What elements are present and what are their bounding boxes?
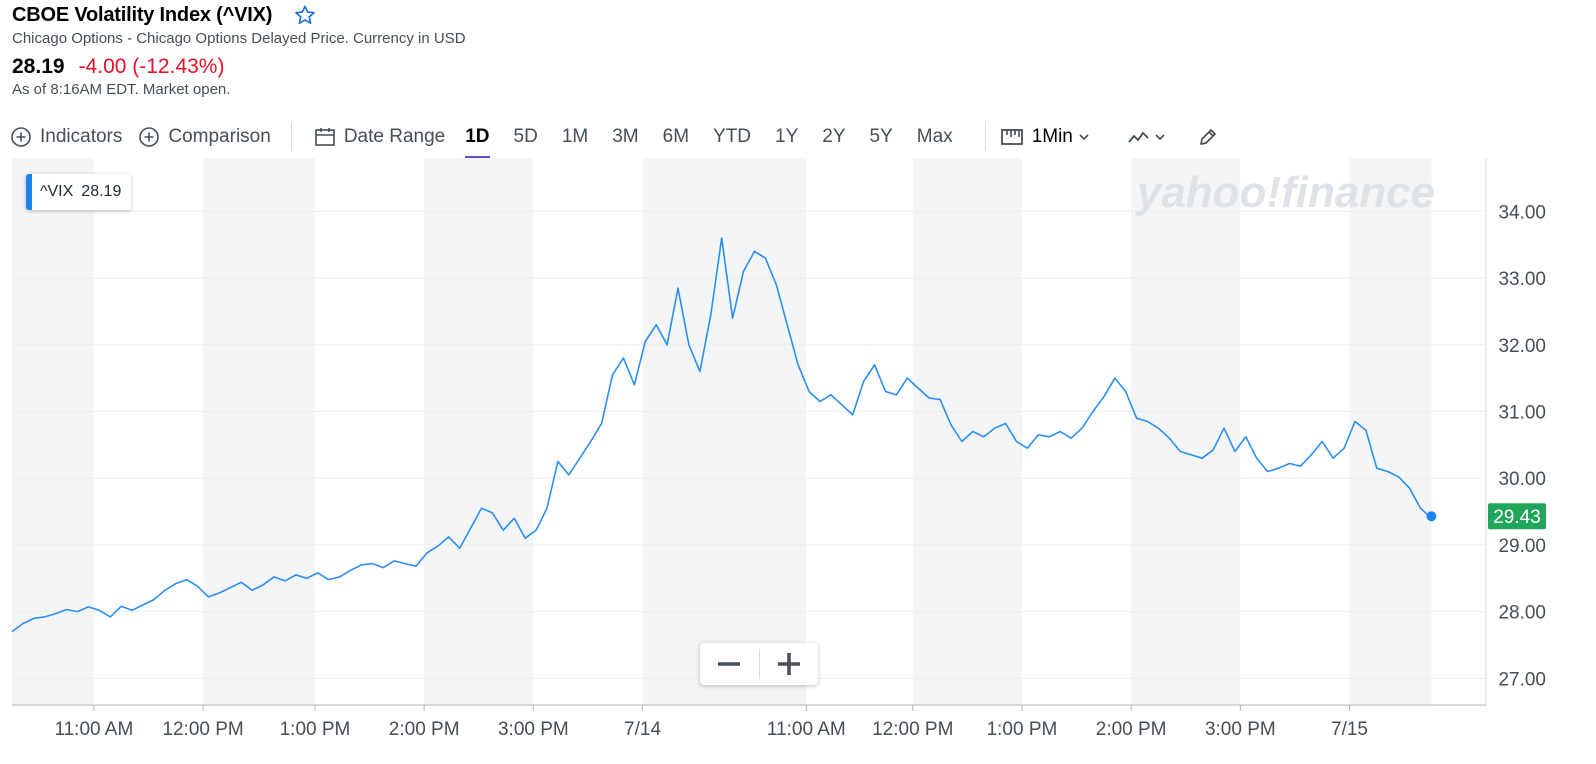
range-6m[interactable]: 6M [662, 126, 690, 147]
comparison-button[interactable]: Comparison [138, 126, 271, 148]
ruler-icon [1000, 129, 1023, 145]
series-color-swatch [26, 174, 32, 210]
draw-tool-button[interactable] [1197, 126, 1227, 148]
last-price-badge [1488, 503, 1546, 530]
zoom-divider [758, 649, 760, 679]
price-change: -4.00 (-12.43%) [78, 55, 225, 78]
session-band [1349, 158, 1432, 705]
last-price-label: 29.43 [1493, 507, 1541, 528]
x-tick-label: 2:00 PM [1096, 719, 1167, 740]
zoom-controls [700, 643, 818, 685]
last-price-marker [1426, 511, 1437, 522]
minus-icon [718, 662, 741, 666]
add-circle-icon [11, 127, 31, 147]
tooltip-value: 28.19 [81, 183, 122, 200]
x-tick-label: 1:00 PM [987, 719, 1058, 740]
x-tick-label: 2:00 PM [389, 719, 460, 740]
range-1m[interactable]: 1M [561, 126, 589, 147]
price-line [11, 237, 1432, 633]
y-tick-label: 31.00 [1498, 402, 1546, 423]
market-status: As of 8:16AM EDT. Market open. [12, 81, 231, 98]
toolbar-divider [984, 123, 986, 151]
y-tick-label: 30.00 [1498, 469, 1546, 490]
x-tick-label: 3:00 PM [1205, 719, 1276, 740]
x-tick-label: 11:00 AM [767, 719, 846, 740]
quote-header: CBOE Volatility Index (^VIX) Chicago Opt… [12, 0, 466, 99]
x-tick-label: 1:00 PM [280, 719, 351, 740]
y-tick-label: 27.00 [1498, 669, 1546, 690]
date-range-button[interactable]: Date Range [314, 126, 445, 148]
y-tick-label: 33.00 [1498, 269, 1546, 290]
range-ytd[interactable]: YTD [713, 126, 752, 147]
session-band [642, 158, 807, 705]
range-5y[interactable]: 5Y [869, 126, 893, 147]
x-tick-label: 12:00 PM [162, 719, 243, 740]
calendar-icon [315, 128, 335, 146]
indicators-label: Indicators [40, 126, 123, 147]
y-tick-label: 28.00 [1498, 603, 1546, 624]
series-tooltip: ^VIX 28.19 [26, 174, 132, 210]
zoom-out-button[interactable] [700, 643, 759, 685]
range-5d[interactable]: 5D [513, 126, 538, 147]
date-range-label: Date Range [343, 126, 446, 147]
session-band [203, 158, 315, 705]
x-tick-label: 3:00 PM [498, 719, 569, 740]
star-icon[interactable] [294, 4, 316, 26]
session-band [912, 158, 1022, 705]
interval-dropdown[interactable]: 1Min [1000, 126, 1099, 148]
chart-toolbar: Indicators Comparison Date Range 1D 5D 1… [10, 118, 1227, 160]
current-price: 28.19 [12, 55, 65, 78]
plus-icon [777, 653, 800, 675]
add-circle-icon [139, 127, 160, 147]
x-tick-label: 11:00 AM [54, 719, 133, 740]
y-tick-label: 32.00 [1498, 336, 1546, 357]
page-title: CBOE Volatility Index (^VIX) [12, 3, 273, 26]
line-chart-icon [1128, 131, 1149, 143]
zoom-in-button[interactable] [760, 643, 819, 685]
range-1y[interactable]: 1Y [775, 126, 799, 147]
chevron-down-icon [1155, 134, 1165, 141]
tooltip-symbol: ^VIX [40, 183, 74, 200]
range-2y[interactable]: 2Y [822, 126, 846, 147]
chevron-down-icon [1079, 134, 1089, 141]
pencil-icon [1200, 129, 1216, 145]
range-max[interactable]: Max [916, 126, 953, 147]
y-tick-label: 29.00 [1498, 536, 1546, 557]
toolbar-divider [290, 123, 292, 151]
session-band [1131, 158, 1241, 705]
exchange-info: Chicago Options - Chicago Options Delaye… [12, 30, 466, 47]
session-band [424, 158, 534, 705]
indicators-button[interactable]: Indicators [10, 126, 122, 148]
yahoo-finance-watermark: yahoo!finance [1135, 168, 1435, 217]
y-tick-label: 34.00 [1498, 202, 1546, 223]
x-tick-label: 7/15 [1331, 719, 1368, 740]
x-tick-label: 7/14 [624, 719, 661, 740]
comparison-label: Comparison [168, 126, 271, 147]
x-tick-label: 12:00 PM [872, 719, 953, 740]
interval-label: 1Min [1031, 126, 1073, 147]
chart-type-dropdown[interactable] [1127, 126, 1175, 148]
range-3m[interactable]: 3M [612, 126, 639, 147]
